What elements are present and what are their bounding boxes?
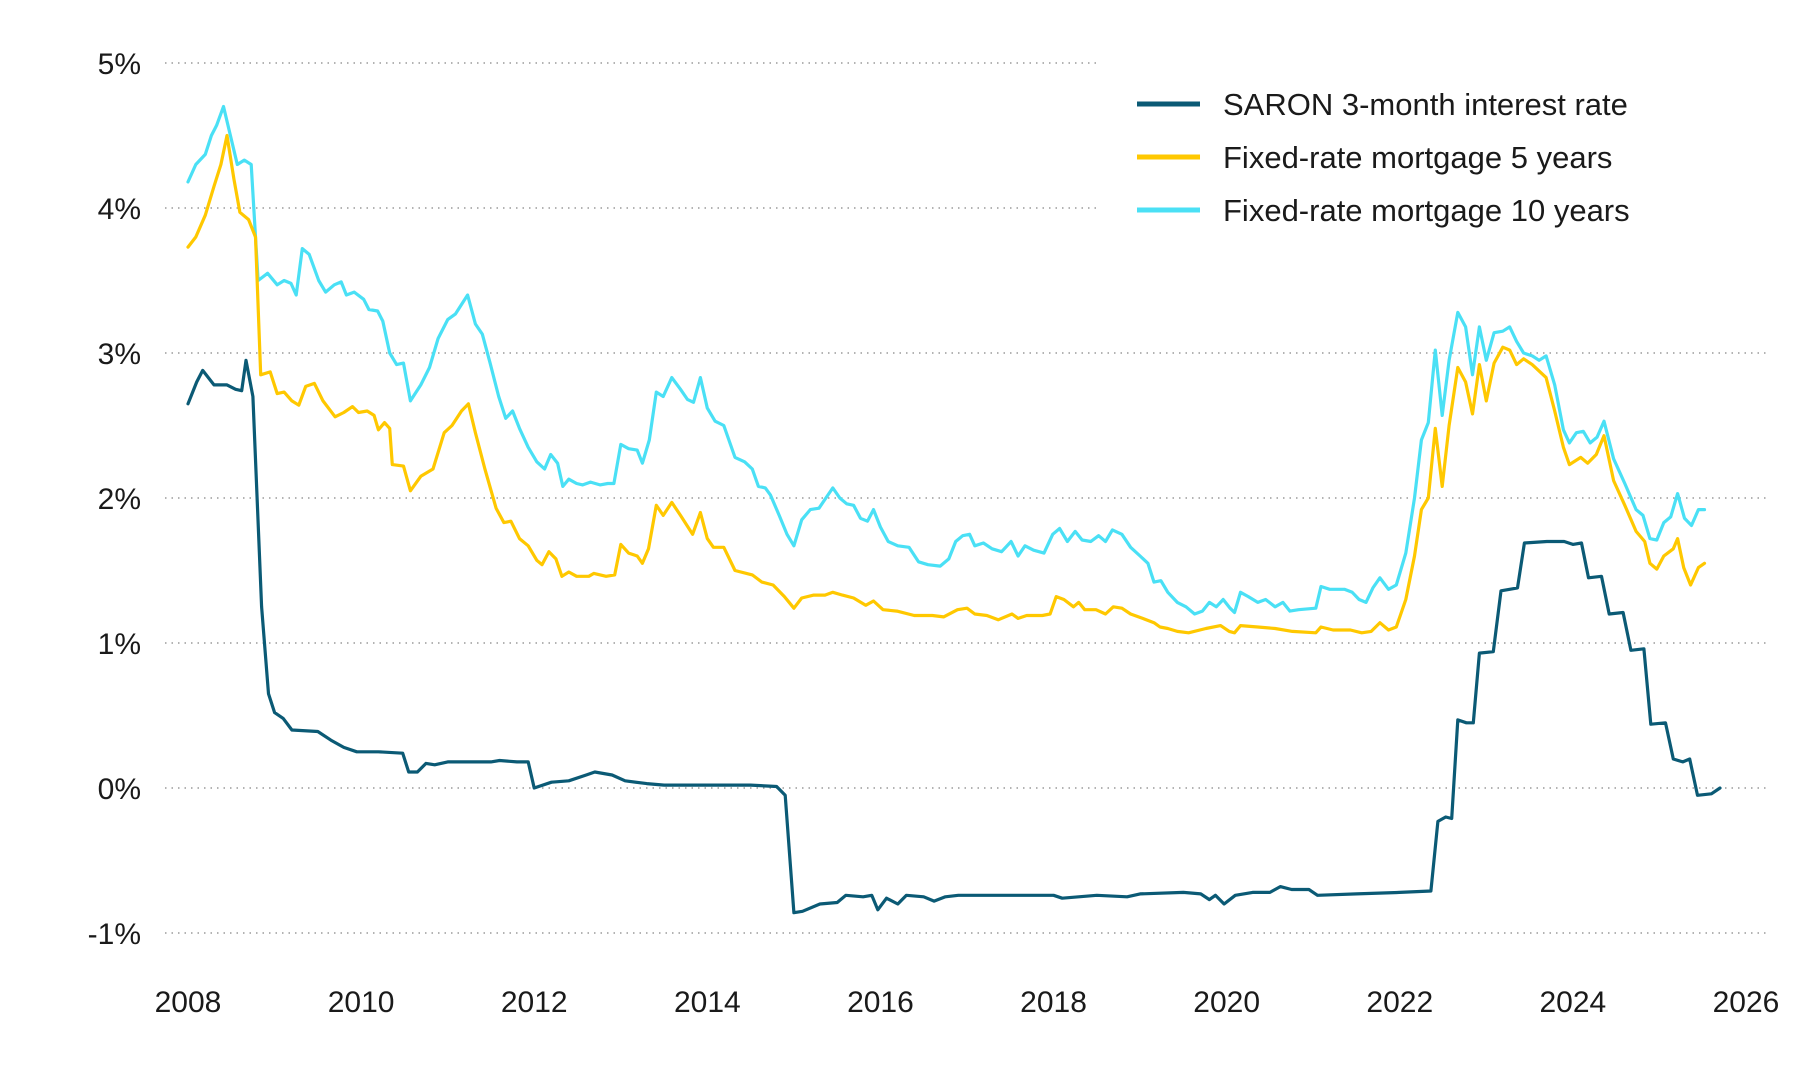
x-tick-label: 2018 — [1020, 986, 1087, 1019]
y-tick-label: 2% — [98, 483, 141, 516]
legend-item: SARON 3-month interest rate — [1137, 87, 1628, 122]
x-axis-ticks: 2008 2010 2012 2014 2016 2018 2020 2022 2024 2026 — [155, 986, 1780, 1019]
x-tick-label: 2014 — [674, 986, 741, 1019]
y-tick-label: 1% — [98, 628, 141, 661]
y-axis-ticks: 5% 4% 3% 2% 1% 0% -1% — [88, 48, 141, 951]
x-tick-label: 2022 — [1366, 986, 1433, 1019]
y-tick-label: 4% — [98, 193, 141, 226]
legend-item: Fixed-rate mortgage 10 years — [1137, 193, 1630, 228]
x-tick-label: 2010 — [328, 986, 395, 1019]
x-tick-label: 2016 — [847, 986, 914, 1019]
legend-item: Fixed-rate mortgage 5 years — [1137, 140, 1612, 175]
x-tick-label: 2008 — [155, 986, 222, 1019]
x-tick-label: 2012 — [501, 986, 568, 1019]
y-tick-label: -1% — [88, 918, 141, 951]
x-tick-label: 2020 — [1193, 986, 1260, 1019]
series-lines — [186, 104, 1722, 915]
legend-label: SARON 3-month interest rate — [1223, 87, 1628, 122]
y-tick-label: 0% — [98, 773, 141, 806]
series-line-saron-3m — [186, 358, 1722, 915]
x-tick-label: 2026 — [1713, 986, 1780, 1019]
legend-label: Fixed-rate mortgage 10 years — [1223, 193, 1630, 228]
series-line-mortgage-10y — [186, 104, 1707, 616]
x-tick-label: 2024 — [1540, 986, 1607, 1019]
y-tick-label: 3% — [98, 338, 141, 371]
legend: SARON 3-month interest rate Fixed-rate mo… — [1137, 87, 1630, 228]
y-tick-label: 5% — [98, 48, 141, 81]
series-line-mortgage-5y — [186, 133, 1707, 635]
legend-label: Fixed-rate mortgage 5 years — [1223, 140, 1612, 175]
